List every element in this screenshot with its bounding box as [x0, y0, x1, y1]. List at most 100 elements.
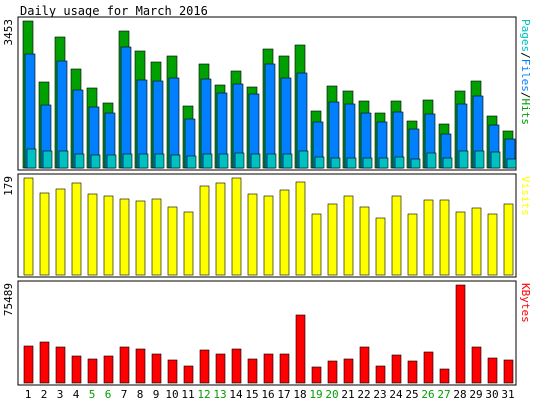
day-labels: 1 2 3 4 5 6 7 8 9 10 11 12 13 14 15 16 17 18 19 20 21 22 23 24 2… — [25, 388, 515, 401]
bar-kbytes — [343, 358, 354, 384]
bar-visits — [103, 195, 114, 276]
legend-text: / — [519, 92, 532, 99]
day-tick-label: 20 — [325, 388, 338, 401]
bar-kbytes — [311, 366, 322, 384]
bar-pages — [458, 150, 469, 169]
bar-pages — [154, 153, 165, 169]
bar-kbytes — [439, 368, 450, 384]
bar-pages — [58, 150, 69, 169]
bar-kbytes — [71, 355, 82, 384]
bar-pages — [346, 157, 357, 169]
bar-pages — [426, 152, 437, 169]
legend-text: Files — [519, 59, 532, 92]
bar-visits — [39, 192, 50, 276]
bar-kbytes — [183, 365, 194, 384]
max-value-label: 179 — [2, 176, 15, 196]
bar-files — [168, 77, 180, 169]
bar-kbytes — [87, 358, 98, 384]
bar-visits — [87, 193, 98, 276]
bar-kbytes — [55, 346, 66, 384]
day-tick-label: 8 — [137, 388, 144, 401]
bar-pages — [90, 154, 101, 169]
day-tick-label: 26 — [421, 388, 434, 401]
legend-text: Hits — [519, 99, 532, 126]
day-tick-label: 31 — [501, 388, 514, 401]
day-tick-label: 25 — [405, 388, 418, 401]
bar-kbytes — [487, 357, 498, 384]
day-tick-label: 16 — [261, 388, 274, 401]
day-tick-label: 17 — [277, 388, 290, 401]
bar-pages — [442, 157, 453, 169]
day-tick-label: 10 — [165, 388, 178, 401]
bar-kbytes — [247, 358, 258, 384]
bar-visits — [199, 185, 210, 276]
bar-kbytes — [295, 314, 306, 384]
bar-visits — [135, 200, 146, 276]
max-value-label: 75489 — [2, 283, 15, 316]
legend-text: / — [519, 52, 532, 59]
bar-pages — [410, 158, 421, 169]
bar-pages — [202, 153, 213, 169]
bar-kbytes — [231, 348, 242, 384]
series-legend-label: Visits — [519, 176, 532, 216]
day-tick-label: 14 — [229, 388, 243, 401]
bar-visits — [183, 211, 194, 276]
bar-visits — [311, 213, 322, 276]
panel-visits: 179 Visits — [2, 173, 532, 278]
day-tick-label: 27 — [437, 388, 450, 401]
day-tick-label: 29 — [469, 388, 482, 401]
bar-kbytes — [103, 355, 114, 384]
bar-visits — [343, 195, 354, 276]
bar-visits — [279, 189, 290, 276]
bar-kbytes — [327, 360, 338, 384]
bar-pages — [266, 153, 277, 169]
bar-kbytes — [167, 359, 178, 384]
bar-kbytes — [375, 365, 386, 384]
bar-visits — [119, 198, 130, 276]
day-tick-label: 5 — [89, 388, 96, 401]
bar-visits — [71, 182, 82, 276]
day-tick-label: 21 — [341, 388, 354, 401]
bar-pages — [330, 157, 341, 169]
day-tick-label: 19 — [309, 388, 322, 401]
day-tick-label: 6 — [105, 388, 112, 401]
legend-text: KBytes — [519, 283, 532, 323]
legend-text: Visits — [519, 176, 532, 216]
day-tick-label: 15 — [245, 388, 258, 401]
bar-files — [264, 63, 276, 169]
bar-visits — [359, 206, 370, 276]
bar-visits — [247, 193, 258, 276]
panel-kbytes: 75489 KBytes — [2, 280, 532, 386]
day-tick-label: 11 — [181, 388, 194, 401]
bar-pages — [282, 153, 293, 169]
bar-visits — [439, 199, 450, 276]
day-tick-label: 13 — [213, 388, 226, 401]
panel-frame — [17, 16, 517, 171]
chart-title: Daily usage for March 2016 — [20, 4, 208, 18]
day-tick-label: 4 — [73, 388, 80, 401]
bar-kbytes — [391, 354, 402, 384]
bar-pages — [394, 156, 405, 169]
bar-kbytes — [423, 351, 434, 384]
series-legend-label: KBytes — [519, 283, 532, 323]
bar-pages — [378, 157, 389, 169]
bar-kbytes — [199, 349, 210, 384]
day-tick-label: 2 — [41, 388, 48, 401]
bar-pages — [506, 158, 517, 169]
bar-kbytes — [23, 345, 34, 384]
bar-visits — [263, 195, 274, 276]
bar-visits — [503, 203, 514, 276]
bar-visits — [167, 206, 178, 276]
bar-kbytes — [39, 341, 50, 384]
bar-files — [120, 46, 132, 169]
bar-pages — [234, 152, 245, 169]
bar-kbytes — [407, 360, 418, 384]
day-tick-label: 30 — [485, 388, 498, 401]
max-value-label: 3453 — [2, 19, 15, 46]
bar-pages — [314, 156, 325, 169]
bar-visits — [455, 211, 466, 276]
bar-kbytes — [455, 284, 466, 384]
bar-pages — [170, 154, 181, 169]
